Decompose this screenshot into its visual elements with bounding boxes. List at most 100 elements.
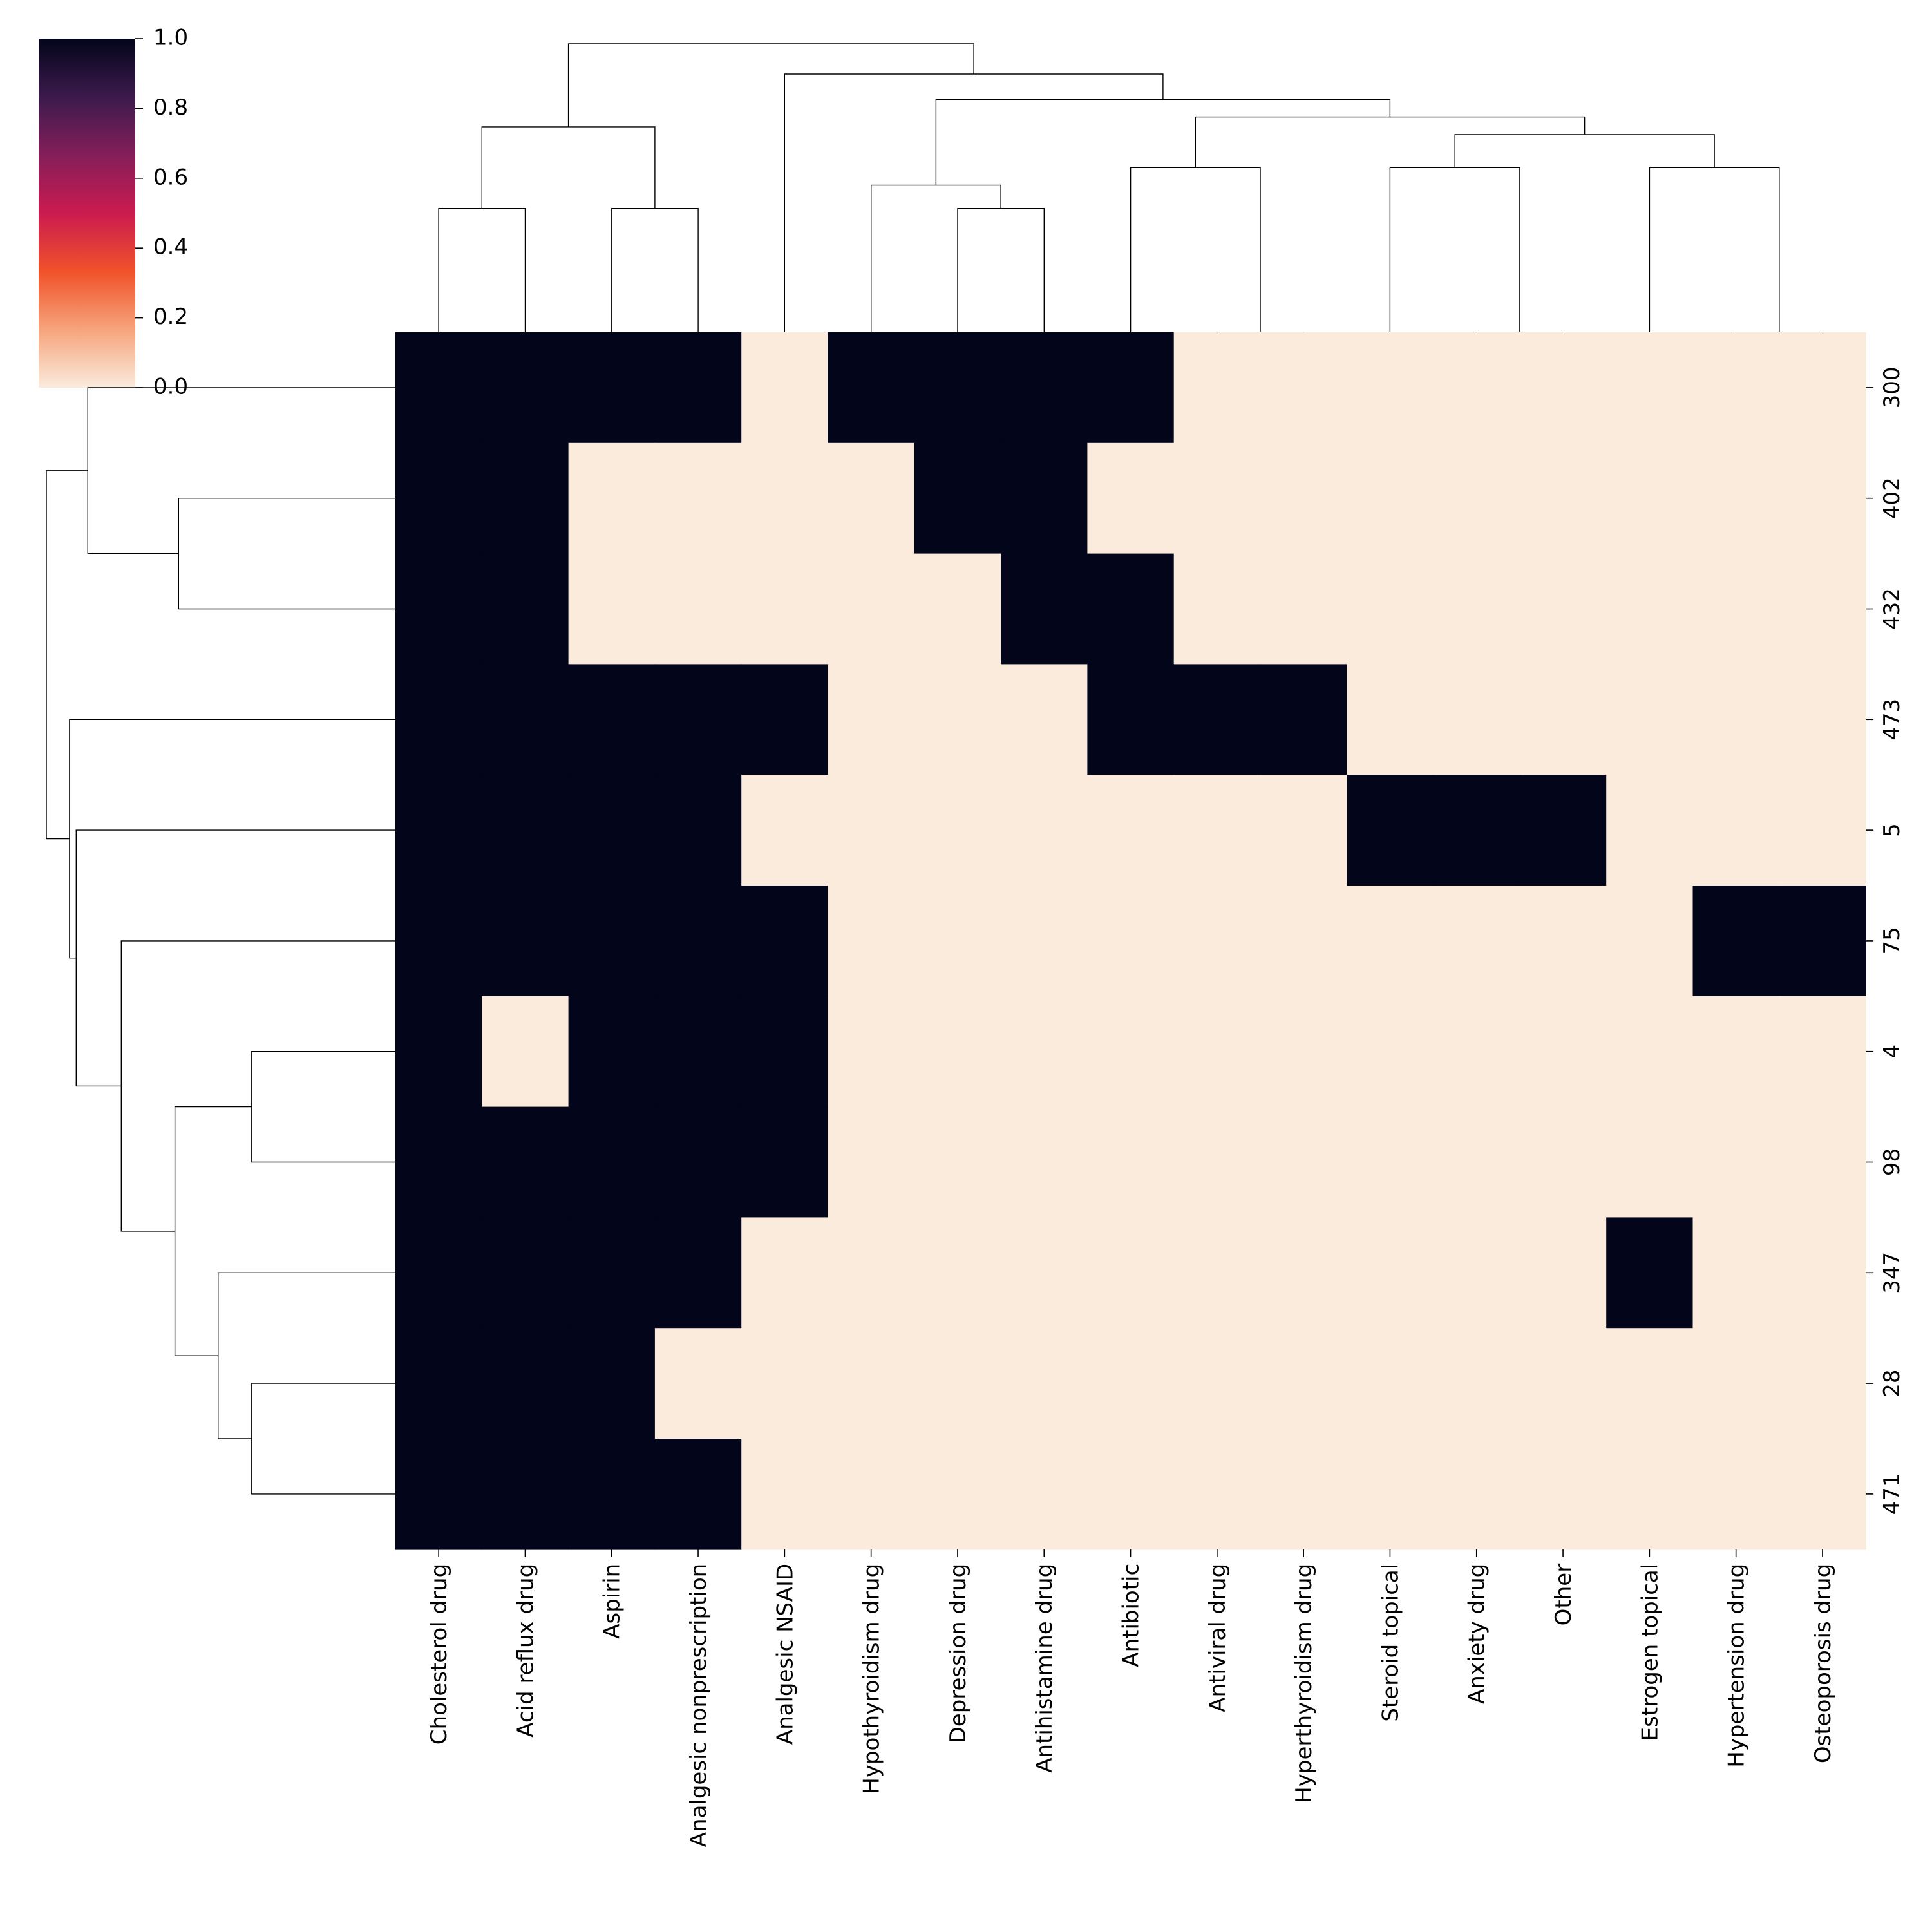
heatmap-cell [1173, 332, 1261, 444]
heatmap-cell [654, 332, 742, 444]
heatmap-cell [1173, 775, 1261, 886]
row-tick-label: 28 [1879, 1369, 1905, 1397]
heatmap-cell [741, 553, 829, 665]
heatmap-cell [1087, 1217, 1175, 1329]
heatmap-cell [741, 1217, 829, 1329]
heatmap-cell [482, 553, 569, 665]
column-tick-label: Hypertension drug [1724, 1564, 1750, 1768]
row-tick-labels: 300 402 432 473 5 75 4 98 347 28 471 [1866, 366, 1905, 1515]
column-dendrogram-link [935, 99, 1391, 185]
row-dendrogram-link [251, 1050, 395, 1163]
heatmap-cell [1519, 1439, 1607, 1550]
heatmap-cell [1173, 553, 1261, 665]
heatmap-cell [568, 332, 656, 444]
heatmap-cell [654, 1217, 742, 1329]
heatmap-cell [828, 1328, 915, 1439]
column-tick-label: Anxiety drug [1464, 1564, 1490, 1704]
heatmap-cell [1347, 1439, 1434, 1550]
heatmap-cell [1347, 553, 1434, 665]
heatmap-cell [482, 1439, 569, 1550]
heatmap-cell [1260, 1217, 1348, 1329]
heatmap-cell [1519, 996, 1607, 1108]
heatmap-cell [1087, 1439, 1175, 1550]
heatmap-cell [395, 1106, 483, 1218]
heatmap-cell [1347, 1328, 1434, 1439]
heatmap-cell [741, 996, 829, 1108]
heatmap-cell [1260, 1439, 1348, 1550]
heatmap-cell [395, 1328, 483, 1439]
heatmap-cell [1606, 1328, 1694, 1439]
heatmap-cell [1347, 442, 1434, 554]
heatmap-cell [914, 775, 1001, 886]
heatmap-cell [395, 332, 483, 444]
heatmap-cell [395, 1439, 483, 1550]
heatmap-cell [1347, 664, 1434, 775]
row-dendrogram-link [75, 829, 395, 1087]
heatmap-cell [1433, 1106, 1520, 1218]
heatmap-cell [654, 1439, 742, 1550]
heatmap-cell [914, 1328, 1001, 1439]
row-tick-label: 402 [1879, 477, 1905, 519]
heatmap-cell [1347, 1106, 1434, 1218]
heatmap-cell [1606, 332, 1694, 444]
heatmap-cell [482, 775, 569, 886]
row-dendrogram [46, 387, 395, 1495]
heatmap-cell [1001, 775, 1088, 886]
heatmap-cell [654, 1328, 742, 1439]
heatmap-cell [1173, 1217, 1261, 1329]
heatmap-cell [1519, 1328, 1607, 1439]
heatmap-cell [1347, 886, 1434, 997]
heatmap-cell [1173, 996, 1261, 1108]
heatmap-cell [1260, 886, 1348, 997]
heatmap-cell [482, 1106, 569, 1218]
heatmap-cell [1519, 1217, 1607, 1329]
colorbar-tick-label: 0.2 [153, 304, 188, 330]
heatmap-cell [654, 664, 742, 775]
row-dendrogram-link [178, 498, 395, 610]
heatmap-cell [1433, 1328, 1520, 1439]
heatmap-cell [828, 1439, 915, 1550]
column-tick-labels: Cholesterol drug Acid reflux drug Aspirin A… [426, 1549, 1836, 1847]
heatmap-cell [741, 1106, 829, 1218]
heatmap-cell [1001, 332, 1088, 444]
heatmap-cell [741, 442, 829, 554]
column-dendrogram-link [1649, 167, 1780, 332]
heatmap-cell [1260, 1106, 1348, 1218]
heatmap-cell [914, 1106, 1001, 1218]
column-tick-label: Other [1551, 1564, 1577, 1626]
heatmap-cell [568, 664, 656, 775]
heatmap-cell [1692, 332, 1780, 444]
heatmap-cell [1692, 1217, 1780, 1329]
heatmap-cell [1087, 775, 1175, 886]
row-tick-label: 473 [1879, 699, 1905, 741]
heatmap-cell [1692, 1106, 1780, 1218]
heatmap-cell [1001, 886, 1088, 997]
heatmap-cell [1001, 1439, 1088, 1550]
column-tick-label: Antiviral drug [1205, 1564, 1231, 1712]
heatmap-cell [1779, 996, 1866, 1108]
column-tick-label: Acid reflux drug [513, 1564, 538, 1738]
heatmap-cell [1692, 996, 1780, 1108]
heatmap-cell [1606, 996, 1694, 1108]
row-dendrogram-link [218, 1272, 395, 1439]
heatmap-cell [1260, 996, 1348, 1108]
heatmap-cell [1606, 664, 1694, 775]
heatmap-cell [1173, 664, 1261, 775]
column-tick-label: Hypothyroidism drug [859, 1564, 885, 1794]
heatmap-cell [1087, 886, 1175, 997]
column-dendrogram-link [784, 73, 1164, 332]
heatmap-cell [1692, 553, 1780, 665]
row-dendrogram-link [46, 470, 88, 840]
column-tick-label: Antihistamine drug [1032, 1564, 1057, 1773]
heatmap-cell [1260, 664, 1348, 775]
heatmap-cell [741, 664, 829, 775]
heatmap-cell [1519, 775, 1607, 886]
column-dendrogram-link [957, 208, 1045, 332]
heatmap-cell [1087, 332, 1175, 444]
column-tick-label: Steroid topical [1378, 1564, 1403, 1722]
row-tick-label: 5 [1879, 823, 1905, 837]
column-tick-label: Depression drug [945, 1564, 971, 1744]
heatmap-cell [1433, 996, 1520, 1108]
heatmap-cell [1433, 442, 1520, 554]
heatmap-cell [1433, 775, 1520, 886]
